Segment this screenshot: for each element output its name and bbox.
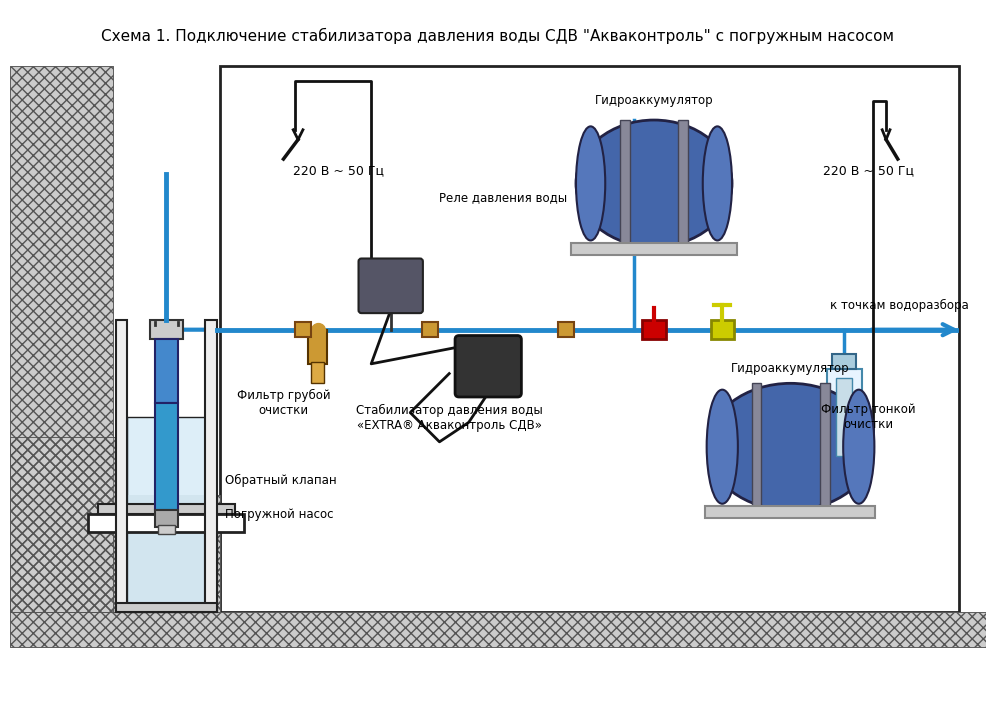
Bar — [155, 403, 178, 510]
Bar — [308, 330, 327, 364]
Bar — [705, 506, 875, 518]
Text: Схема 1. Подключение стабилизатора давления воды СДВ "Акваконтроль" с погружным : Схема 1. Подключение стабилизатора давле… — [101, 27, 894, 44]
Bar — [620, 120, 630, 247]
FancyBboxPatch shape — [359, 258, 423, 313]
Text: Фильтр тонкой
очистки: Фильтр тонкой очистки — [821, 403, 916, 431]
Bar — [158, 525, 175, 535]
Text: Обратный клапан: Обратный клапан — [225, 474, 337, 488]
Bar — [220, 66, 959, 613]
Bar — [116, 603, 217, 613]
Bar — [155, 339, 178, 403]
Bar — [155, 510, 178, 527]
Bar — [205, 320, 217, 613]
Bar — [217, 496, 220, 613]
Bar — [10, 613, 986, 647]
Bar — [10, 437, 116, 613]
Text: Реле давления воды: Реле давления воды — [439, 191, 568, 204]
Text: 220 В ~ 50 Гц: 220 В ~ 50 Гц — [823, 164, 914, 177]
Bar — [116, 531, 127, 613]
Bar — [217, 496, 220, 613]
Ellipse shape — [843, 390, 874, 504]
Bar — [127, 496, 205, 613]
Bar — [10, 66, 113, 613]
Bar — [678, 120, 688, 247]
Bar — [88, 514, 244, 531]
Text: Фильтр грубой
очистки: Фильтр грубой очистки — [237, 389, 330, 417]
Bar — [827, 368, 862, 466]
Bar — [161, 335, 172, 515]
Bar — [646, 322, 662, 338]
Text: 220 В ~ 50 Гц: 220 В ~ 50 Гц — [293, 164, 384, 177]
Text: к точкам водоразбора: к точкам водоразбора — [830, 298, 968, 312]
Bar — [205, 531, 217, 613]
FancyBboxPatch shape — [455, 336, 521, 397]
Ellipse shape — [576, 120, 732, 247]
Bar — [711, 320, 734, 339]
Bar — [113, 525, 220, 613]
Bar — [820, 383, 830, 510]
Bar — [642, 320, 666, 339]
Text: Стабилизатор давления воды
«EXTRA® Акваконтроль СДВ»: Стабилизатор давления воды «EXTRA® Аквак… — [356, 403, 543, 431]
Bar — [311, 362, 324, 383]
Bar — [10, 613, 986, 647]
Text: Гидроаккумулятор: Гидроаккумулятор — [595, 94, 713, 107]
Text: Погружной насос: Погружной насос — [225, 508, 333, 521]
Ellipse shape — [708, 383, 873, 510]
Bar — [98, 504, 235, 514]
Ellipse shape — [707, 390, 738, 504]
Bar — [10, 437, 116, 613]
Ellipse shape — [703, 126, 732, 241]
Bar — [10, 66, 113, 613]
Bar — [150, 320, 183, 339]
Bar — [836, 378, 852, 456]
Bar — [422, 322, 438, 338]
Bar — [127, 418, 205, 613]
Ellipse shape — [576, 126, 605, 241]
Text: Гидроаккумулятор: Гидроаккумулятор — [731, 362, 850, 375]
Bar — [752, 383, 761, 510]
Bar — [295, 322, 311, 338]
Bar — [558, 322, 574, 338]
Bar — [571, 243, 737, 255]
Bar — [116, 320, 127, 613]
Bar — [832, 354, 856, 368]
Bar — [113, 525, 220, 613]
